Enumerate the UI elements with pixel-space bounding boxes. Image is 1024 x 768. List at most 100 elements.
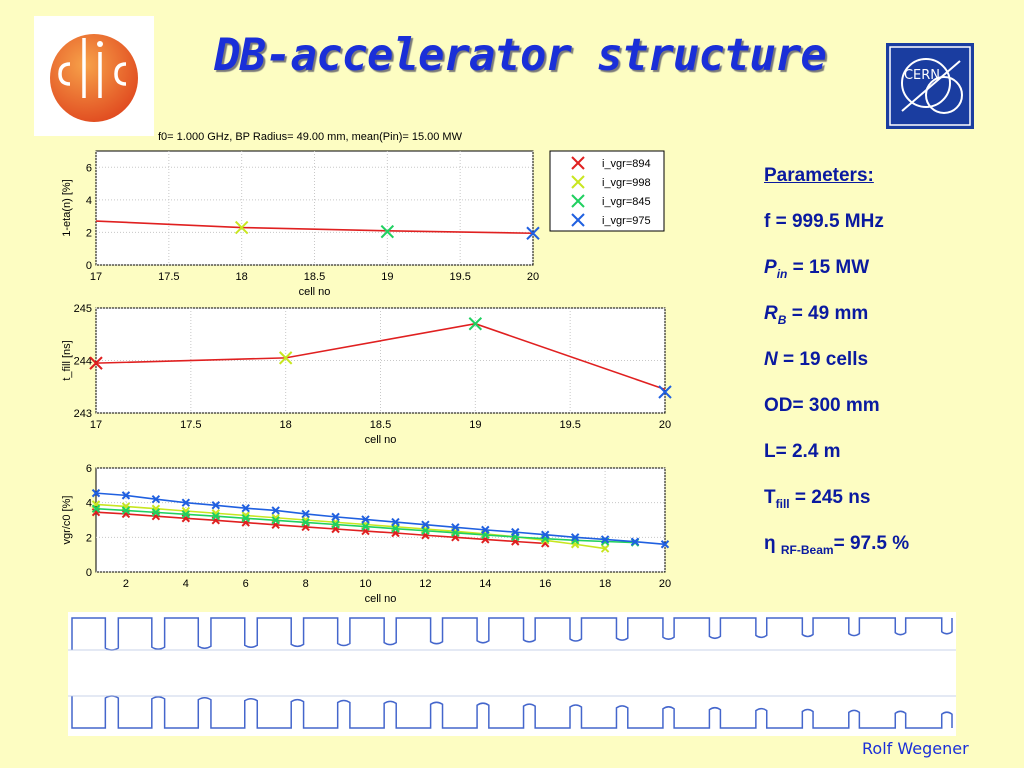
- chart2-xtick-label: 16: [539, 578, 551, 590]
- param-fill-time-sub: fill: [775, 496, 790, 511]
- structure-profile: [68, 612, 956, 736]
- chart2-series-2-point: [211, 511, 220, 521]
- clic-logo: [34, 16, 154, 136]
- chart2-series-2-point: [361, 522, 370, 531]
- chart1-xtick-label: 18: [280, 419, 292, 431]
- chart2-series-3-point-b: [301, 509, 310, 519]
- chart0-xtick-label: 18.5: [304, 271, 325, 283]
- param-beam-radius-label: R: [764, 303, 778, 324]
- chart2-series-2-point-b: [121, 506, 131, 515]
- legend-label-2: i_vgr=845: [602, 196, 651, 208]
- param-fill-time-label: T: [764, 487, 776, 508]
- param-cells: N = 19 cells: [764, 348, 909, 394]
- chart0-xlabel: cell no: [299, 286, 331, 298]
- chart2-series-3-point: [211, 501, 220, 510]
- param-input-power-value: = 15 MW: [792, 257, 870, 278]
- chart1-xtick-label: 17.5: [180, 419, 201, 431]
- chart0-ytick-label: 4: [86, 195, 92, 207]
- chart2-series-2-point-b: [271, 516, 280, 525]
- chart0-ytick-label: 0: [86, 260, 92, 272]
- chart1-marker-3-b: [658, 385, 672, 399]
- chart2-series-3-line: [95, 492, 666, 546]
- chart-legend-box: [549, 150, 665, 232]
- chart2-xtick-label: 12: [419, 578, 431, 590]
- chart2-series-3-point-b: [511, 527, 520, 537]
- chart2-series-2-point-b: [211, 511, 220, 521]
- chart1-marker-0-b: [89, 356, 103, 370]
- chart0-marker-2: [526, 226, 540, 240]
- chart1-xtick-label: 17: [90, 419, 102, 431]
- chart2-series-3-point: [271, 506, 280, 515]
- chart2-series-3-point: [660, 540, 670, 549]
- chart0-xtick-label: 20: [527, 271, 539, 283]
- profile-bottom-outline: [71, 695, 953, 729]
- chart2-ytick-label: 6: [86, 463, 92, 475]
- chart2-series-3-point: [630, 537, 640, 546]
- chart2-series-3-point: [151, 494, 161, 504]
- legend-marker-3: [571, 213, 585, 227]
- chart1-marker-2: [468, 317, 483, 331]
- chart0-xtick-label: 17: [90, 271, 102, 283]
- chart2-series-3-point-b: [211, 501, 220, 510]
- chart2-series-2-point-b: [301, 518, 310, 527]
- chart0-xtick-label: 19.5: [449, 271, 470, 283]
- param-efficiency-label: η: [764, 533, 776, 554]
- legend-label-1: i_vgr=998: [602, 177, 651, 189]
- chart2-series-2-point: [241, 514, 250, 523]
- chart2-series-3-point-b: [181, 498, 191, 507]
- chart2-series-2-point-b: [361, 522, 370, 531]
- chart2-series-2-point-b: [181, 510, 191, 519]
- chart2-xtick-label: 2: [123, 578, 129, 590]
- param-length: L= 2.4 m: [764, 440, 909, 486]
- chart1-ytick-label: 244: [74, 356, 92, 368]
- chart2-series-3-point-b: [361, 515, 370, 524]
- chart2-series-0-line: [95, 511, 546, 545]
- chart2-series-2-point: [301, 518, 310, 527]
- chart2-series-3-point: [541, 530, 550, 539]
- param-beam-radius-sub: B: [777, 312, 787, 327]
- chart2-series-3-point: [570, 533, 580, 542]
- chart2-series-3-point: [301, 509, 310, 519]
- chart2-series-3-point-b: [570, 533, 580, 542]
- param-efficiency: η RF-Beam= 97.5 %: [764, 532, 909, 578]
- chart2-series-3-point-b: [391, 517, 400, 527]
- chart2-series-3-point-b: [151, 494, 161, 504]
- param-outer-diameter-value: = 300 mm: [792, 395, 880, 416]
- chart2-series-2-point-b: [391, 524, 400, 533]
- param-efficiency-sub: RF-Beam: [780, 542, 834, 557]
- chart0-xtick-label: 19: [381, 271, 393, 283]
- chart2-series-3-point: [511, 527, 520, 537]
- chart2-series-1-point: [600, 544, 610, 553]
- author-name: Rolf Wegener: [862, 739, 969, 758]
- param-length-label: L: [764, 441, 776, 462]
- chart2-series-3-point: [481, 525, 490, 535]
- chart1-marker-1-b: [278, 351, 293, 365]
- chart-1-efficiency: 17 17.5 18 18.5 19 19.5 20 0 2 4 6 cell no 1-eta(n) …: [61, 150, 665, 298]
- chart0-xtick-label: 17.5: [158, 271, 179, 283]
- chart2-series-2-point: [151, 508, 161, 517]
- chart2-ylabel: vgr/c0 [%]: [61, 496, 73, 545]
- chart1-xtick-label: 18.5: [370, 419, 391, 431]
- chart2-series-2-point-b: [241, 514, 250, 523]
- chart2-xtick-label: 6: [243, 578, 249, 590]
- chart0-xtick-label: 18: [236, 271, 248, 283]
- parameters-panel: Parameters: f = 999.5 MHz Pin = 15 MW RB…: [764, 164, 909, 578]
- param-fill-time: Tfill = 245 ns: [764, 486, 909, 532]
- legend-marker-3-b: [571, 213, 585, 227]
- chart1-ylabel: t_fill [ns]: [61, 340, 73, 380]
- chart2-series-3-point: [361, 515, 370, 524]
- chart2-series-3-point: [91, 488, 101, 498]
- chart2-series-3-point: [121, 491, 131, 500]
- chart2-series-2-point: [331, 520, 340, 529]
- chart2-xtick-label: 14: [479, 578, 491, 590]
- param-frequency-value: = 999.5 MHz: [775, 211, 884, 232]
- chart2-series-3-point: [391, 517, 400, 527]
- chart2-xtick-label: 10: [359, 578, 371, 590]
- param-frequency: f = 999.5 MHz: [764, 210, 909, 256]
- chart-3-group-velocity: 2 4 6 8 10 12 14 16 18 20 0 2 4 6 cell no vgr/c0 [%]: [61, 463, 671, 605]
- chart1-xtick-label: 19.5: [559, 419, 580, 431]
- chart2-series-3-point-b: [630, 537, 640, 546]
- slide-title: DB-accelerator structure: [214, 30, 827, 81]
- chart2-series-3-point: [241, 504, 250, 513]
- param-input-power-sub: in: [776, 266, 788, 281]
